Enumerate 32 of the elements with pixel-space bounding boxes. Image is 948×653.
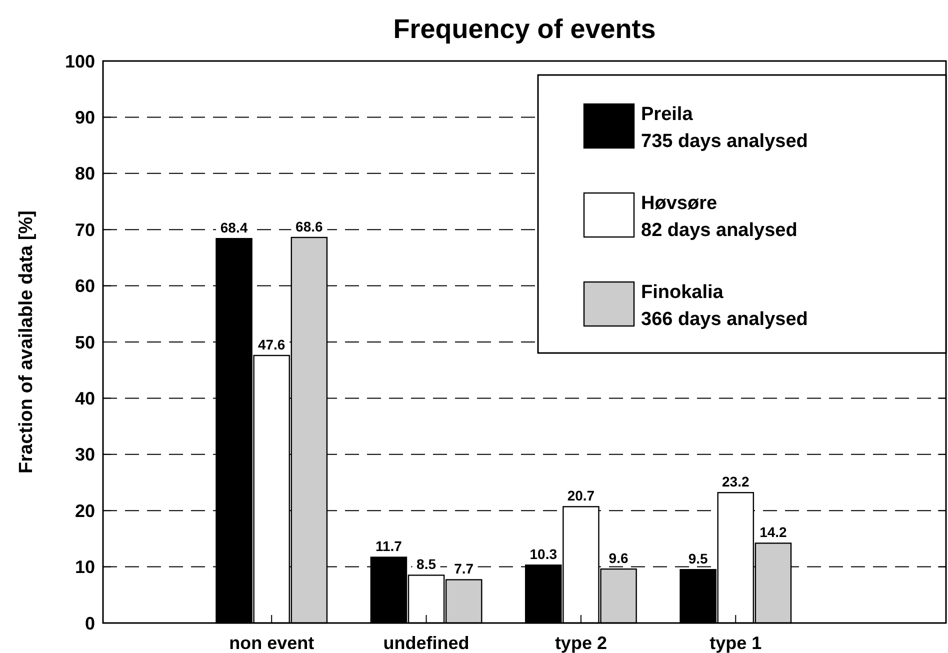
y-tick-label: 40 <box>74 388 95 408</box>
x-tick-label: type 1 <box>710 633 762 653</box>
y-tick-label: 90 <box>74 108 95 128</box>
y-tick-label: 100 <box>64 51 95 72</box>
chart-title: Frequency of events <box>393 14 656 44</box>
data-label: 9.5 <box>688 550 708 567</box>
data-label: 68.4 <box>220 220 248 236</box>
y-tick-label: 10 <box>74 557 95 578</box>
legend-label: Høvsøre 82 days analysed <box>641 193 798 241</box>
y-tick-label: 20 <box>74 500 95 521</box>
y-tick-label: 70 <box>74 220 95 240</box>
data-label: 8.5 <box>416 556 436 572</box>
y-tick-label: 50 <box>74 332 95 352</box>
x-tick-label: undefined <box>383 633 470 653</box>
legend-label: Preila 735 days analysed <box>641 104 808 152</box>
data-label: 9.6 <box>608 550 628 566</box>
data-label: 7.7 <box>454 560 474 577</box>
legend-label: Finokalia 366 days analysed <box>641 282 808 330</box>
data-label: 23.2 <box>722 474 750 490</box>
y-tick-label: 30 <box>74 444 95 465</box>
y-axis-title: Fraction of available data [%] <box>16 210 37 474</box>
data-label: 11.7 <box>375 538 402 554</box>
y-tick-label: 60 <box>74 276 95 296</box>
y-tick-label: 80 <box>74 164 95 184</box>
x-tick-label: non event <box>229 633 314 653</box>
data-label: 14.2 <box>760 524 788 540</box>
data-label: 47.6 <box>258 336 286 352</box>
y-tick-label: 0 <box>84 613 95 634</box>
x-tick-label: type 2 <box>554 633 607 653</box>
data-label: 68.6 <box>296 218 324 234</box>
data-label: 10.3 <box>530 546 558 562</box>
data-label: 20.7 <box>567 488 595 504</box>
